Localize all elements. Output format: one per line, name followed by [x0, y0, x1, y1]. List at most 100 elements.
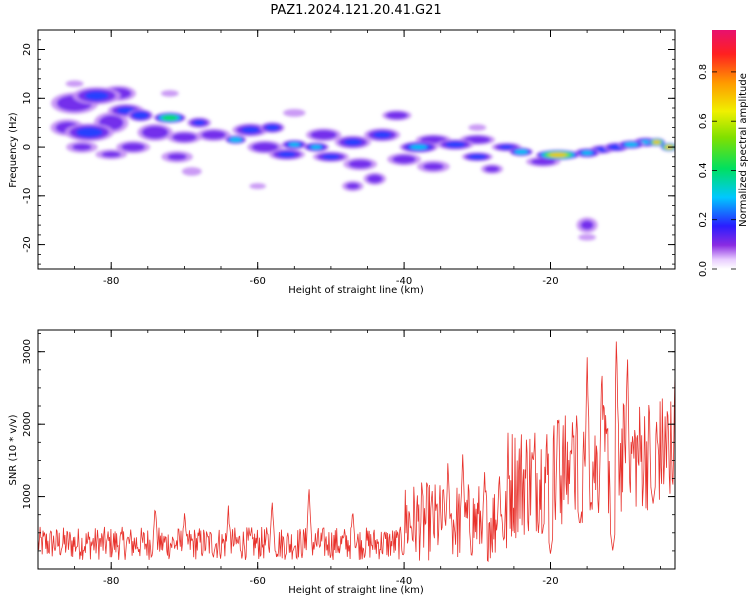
blob-level	[251, 142, 279, 153]
spectrogram-blob	[364, 128, 401, 142]
blob-level	[366, 174, 383, 184]
colorbar-tick-label: 0.6	[698, 113, 709, 129]
spectrogram-blob	[382, 110, 412, 121]
spectrogram-blob	[247, 140, 283, 154]
blob-level	[132, 111, 149, 120]
blob-level	[514, 149, 528, 155]
spectrogram-blob	[95, 149, 127, 160]
y-tick-label: 10	[22, 92, 33, 105]
spectrogram-blob	[574, 148, 600, 158]
spectrogram-blob	[303, 142, 330, 152]
blob-level	[141, 125, 169, 139]
spectrogram-blob	[283, 109, 306, 117]
spectrogram-y-label: Frequency (Hz)	[8, 112, 19, 188]
spectrogram-blob	[127, 109, 154, 122]
snr-x-label: Height of straight line (km)	[288, 585, 424, 596]
spectrogram-blob	[417, 160, 450, 173]
blob-level	[373, 131, 392, 139]
blob-level	[101, 151, 121, 158]
blob-level	[75, 127, 103, 138]
blob-level	[410, 144, 428, 150]
blob-level	[172, 132, 197, 142]
snr-frame	[37, 329, 676, 570]
snr-panel: -80 -60 -40 -20 1000 2000 3000 Height of strai…	[8, 329, 676, 596]
spectrogram-blob	[343, 157, 378, 171]
blob-level	[345, 182, 360, 190]
spectrogram-blob	[65, 80, 84, 87]
spectrogram-blob	[72, 87, 121, 105]
blob-level	[161, 115, 178, 121]
spectrogram-blob	[387, 153, 421, 166]
spectrogram-blob	[535, 149, 581, 160]
spectrogram-blob	[281, 139, 308, 150]
x-tick-label: -20	[542, 576, 558, 587]
spectrogram-blob	[312, 151, 349, 163]
spectrogram-blob	[509, 147, 534, 157]
spectrogram-x-label: Height of straight line (km)	[288, 285, 424, 296]
spectrogram-blob	[225, 135, 247, 145]
blob-level	[653, 140, 661, 144]
snr-y-label: SNR (10 * v/v)	[8, 414, 19, 485]
blob-level	[288, 142, 300, 147]
spectrogram-blob	[399, 141, 439, 153]
blob-level	[484, 165, 500, 173]
blob-level	[283, 109, 306, 117]
spectrogram-panel: -80 -60 -40 -20 20 10 0 -10 -20 Height of straig…	[8, 29, 676, 296]
spectrogram-frame	[37, 29, 676, 270]
colorbar: 0.0 0.2 0.4 0.6 0.8 Normalized spectral ampl…	[698, 30, 749, 277]
colorbar-tick-label: 0.8	[698, 64, 709, 80]
blob-level	[348, 159, 373, 169]
snr-series-line	[38, 341, 675, 563]
y-tick-label: -20	[22, 236, 33, 252]
spectrogram-blob	[618, 140, 645, 149]
x-tick-label: -40	[396, 276, 412, 287]
spectrogram-blob	[363, 172, 387, 185]
blob-level	[310, 130, 337, 140]
spectrogram-blob	[268, 148, 305, 161]
spectrogram-blob	[480, 164, 504, 174]
spectrogram-blob	[137, 123, 173, 141]
blob-level	[530, 158, 556, 166]
y-tick-label: 1000	[22, 484, 33, 509]
colorbar-tick-label: 0.0	[698, 261, 709, 277]
blob-level	[72, 143, 92, 151]
spectrogram-blob	[259, 122, 285, 134]
snr-background	[38, 330, 675, 569]
y-tick-label: 3000	[22, 339, 33, 364]
x-tick-label: -80	[103, 276, 119, 287]
blob-level	[581, 150, 593, 155]
x-tick-label: -60	[250, 576, 266, 587]
spectrogram-blob	[196, 128, 231, 142]
x-tick-label: -60	[250, 276, 266, 287]
y-tick-label: 20	[22, 43, 33, 56]
x-tick-label: -20	[542, 276, 558, 287]
x-tick-label: -80	[103, 576, 119, 587]
blob-level	[385, 111, 408, 120]
spectrogram-blob	[167, 131, 202, 144]
spectrogram-blob	[181, 167, 202, 176]
blob-level	[468, 124, 487, 131]
spectrogram-blob	[153, 112, 186, 124]
colorbar-ticks: 0.0 0.2 0.4 0.6 0.8	[698, 64, 736, 277]
blob-level	[65, 80, 84, 87]
y-tick-label: -10	[22, 188, 33, 204]
spectrogram-blob	[468, 124, 487, 131]
x-tick-label: -40	[396, 576, 412, 587]
blob-level	[499, 144, 515, 150]
blob-level	[201, 130, 227, 140]
blob-level	[84, 91, 109, 101]
blob-level	[265, 124, 280, 131]
y-tick-label: 0	[22, 144, 33, 150]
spectrogram-blob	[160, 90, 179, 97]
blob-level	[229, 137, 242, 143]
colorbar-tick-label: 0.2	[698, 212, 709, 228]
blob-level	[277, 151, 296, 158]
spectrogram-blob	[64, 123, 114, 142]
blob-level	[241, 126, 260, 134]
spectrogram-blob	[232, 123, 269, 137]
blob-level	[445, 141, 466, 148]
blob-level	[160, 90, 179, 97]
colorbar-label: Normalized spectral amplitude	[738, 73, 749, 227]
spectrogram-blob	[461, 152, 493, 162]
